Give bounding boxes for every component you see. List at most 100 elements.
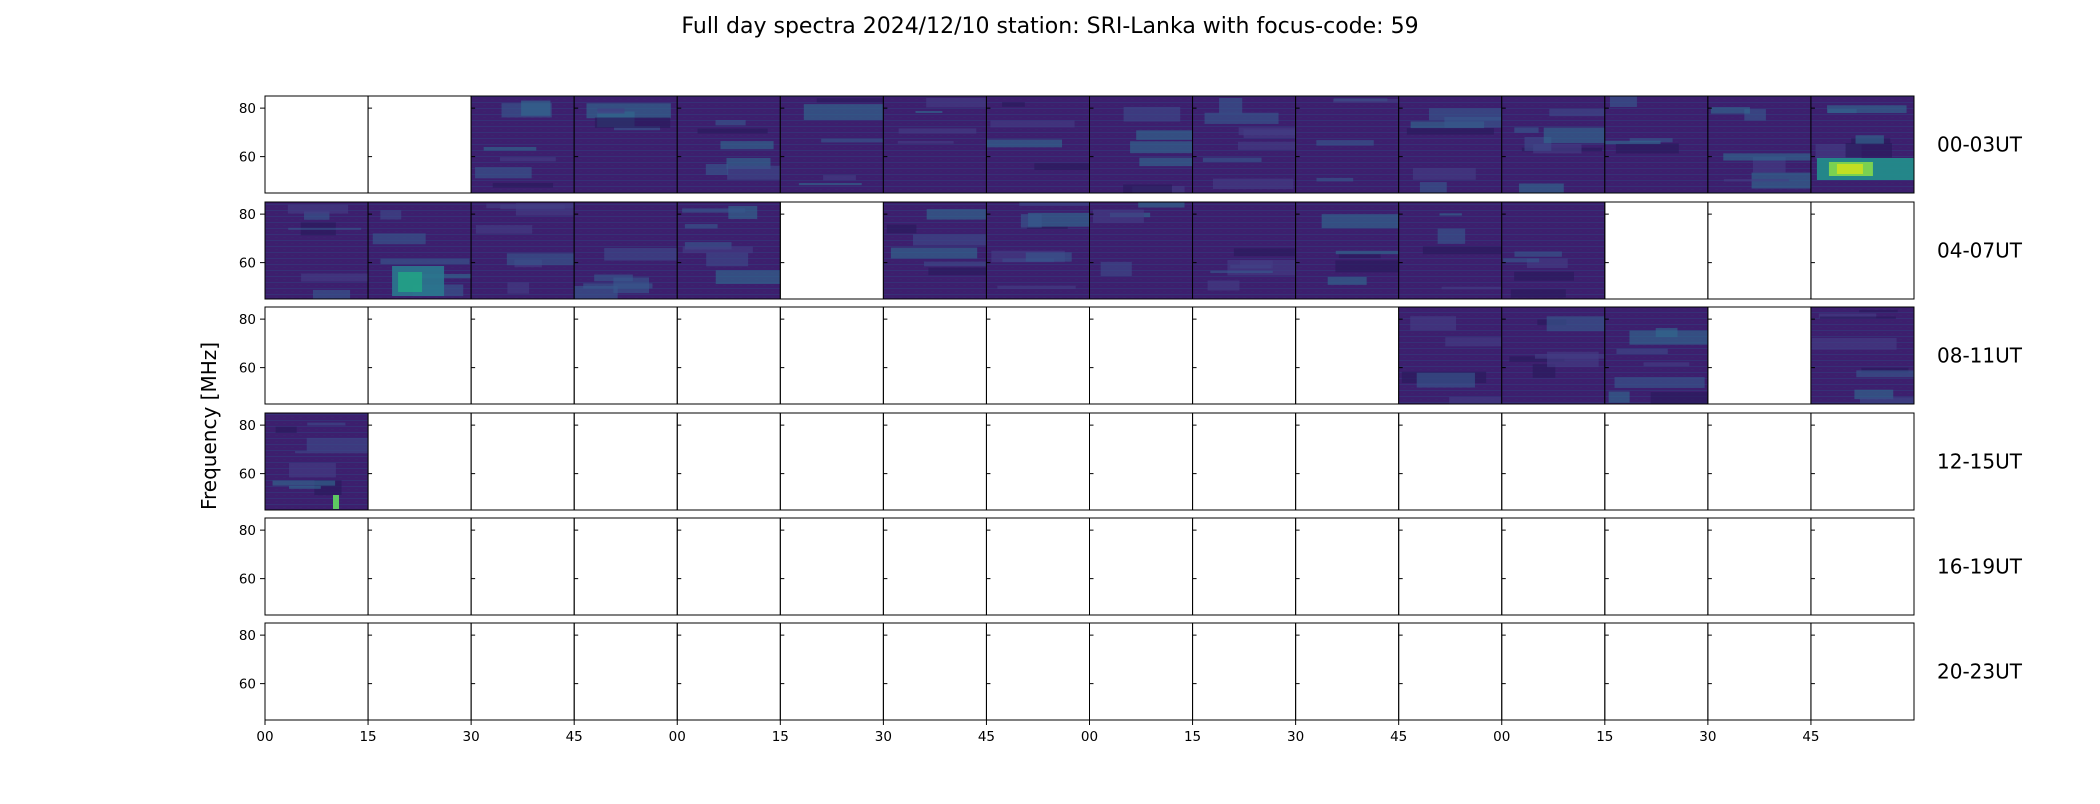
signal-band (1845, 143, 1892, 158)
panel-frame (1501, 412, 1606, 511)
signal-band (720, 141, 774, 150)
signal-band (1207, 280, 1240, 291)
signal-band (1514, 251, 1562, 257)
panel-frame (1295, 517, 1400, 616)
signal-band (1093, 209, 1144, 224)
panel-frame (1192, 306, 1297, 405)
signal-band (1034, 163, 1090, 170)
signal-band (1859, 397, 1914, 404)
signal-band (682, 208, 746, 213)
x-tick-label: 15 (772, 729, 789, 745)
spectrogram-texture (1501, 202, 1605, 299)
signal-band (1439, 213, 1462, 216)
signal-band (798, 183, 862, 186)
signal-band (898, 128, 977, 134)
panel-frame (1707, 201, 1812, 300)
signal-band (915, 110, 943, 113)
signal-band (890, 247, 978, 259)
panel-frame (676, 306, 781, 405)
signal-band (1861, 367, 1909, 373)
signal-band (1827, 105, 1907, 114)
signal-band (1238, 141, 1296, 150)
signal-band (1518, 183, 1564, 193)
panel-frame (1810, 201, 1915, 300)
signal-band (1629, 138, 1673, 143)
panel-frame (1707, 412, 1812, 511)
signal-band (924, 261, 987, 267)
signal-band (1406, 128, 1494, 135)
signal-band (726, 157, 771, 170)
panel-frame (1295, 412, 1400, 511)
signal-band (1316, 140, 1374, 146)
spectrogram-texture (1810, 307, 1914, 404)
panel-frame (985, 306, 1090, 405)
signal-band (1321, 214, 1399, 229)
panel-frame (1604, 412, 1709, 511)
signal-band (1629, 330, 1708, 345)
row-12-15UT: 60 80 12-15UT (239, 412, 2023, 511)
signal-band (1335, 250, 1399, 255)
signal-band (492, 182, 554, 188)
signal-band (272, 480, 336, 486)
y-tick-label: 60 (239, 256, 256, 272)
panel-frame (1295, 306, 1400, 405)
row-08-11UT: 60 80 08-11UT (239, 306, 2023, 405)
signal-band (684, 242, 732, 250)
signal-burst (333, 495, 339, 509)
signal-band (706, 252, 749, 267)
panel-frame (1398, 517, 1503, 616)
signal-band (307, 422, 346, 426)
panel-frame (985, 412, 1090, 511)
signal-band (275, 426, 297, 433)
signal-band (475, 225, 533, 234)
panel-frame (1192, 622, 1297, 721)
signal-band (1028, 212, 1090, 227)
signal-band (613, 277, 650, 294)
signal-band (1020, 214, 1042, 228)
panel-frame (264, 517, 369, 616)
signal-band (1752, 157, 1786, 173)
x-tick-label: 15 (1596, 729, 1613, 745)
row-00-03UT: 60 80 00-03UT (239, 95, 2023, 194)
panel-frame (985, 622, 1090, 721)
signal-band (1514, 127, 1539, 133)
signal-band (684, 224, 718, 229)
signal-band (1615, 143, 1679, 154)
x-tick-label: 15 (1184, 729, 1201, 745)
row-20-23UT: 60 80 20-23UT (239, 622, 2023, 721)
x-tick-label: 00 (1081, 729, 1098, 745)
signal-band (1327, 276, 1367, 285)
signal-band (1532, 364, 1556, 378)
panel-frame (1192, 517, 1297, 616)
signal-band (1233, 248, 1296, 257)
signal-band (1614, 377, 1705, 388)
signal-band (803, 104, 884, 121)
panel-frame (1707, 517, 1812, 616)
signal-band (1422, 246, 1502, 255)
signal-band (1219, 97, 1243, 114)
panel-frame (1810, 95, 1915, 194)
signal-band (1616, 348, 1668, 354)
signal-band (705, 164, 729, 175)
signal-band (1449, 396, 1502, 404)
x-tick-label: 45 (978, 729, 995, 745)
row-label: 08-11UT (1937, 344, 2023, 368)
signal-band (1212, 178, 1294, 189)
x-tick-label: 45 (1802, 729, 1819, 745)
y-tick-label: 60 (239, 150, 256, 166)
signal-band (1419, 182, 1447, 193)
signal-band (507, 282, 530, 294)
x-tick-label: 00 (256, 729, 273, 745)
signal-band (816, 98, 884, 103)
panel-frame (1810, 412, 1915, 511)
signal-band (1549, 108, 1605, 117)
signal-band (1238, 127, 1296, 136)
signal-band (1710, 107, 1750, 114)
signal-band (1019, 202, 1090, 206)
panel-frame (1089, 412, 1194, 511)
row-label: 20-23UT (1937, 660, 2023, 684)
signal-band (990, 120, 1075, 128)
y-tick-label: 80 (239, 312, 256, 328)
signal-band (1123, 184, 1172, 193)
panel-frame (1707, 306, 1812, 405)
